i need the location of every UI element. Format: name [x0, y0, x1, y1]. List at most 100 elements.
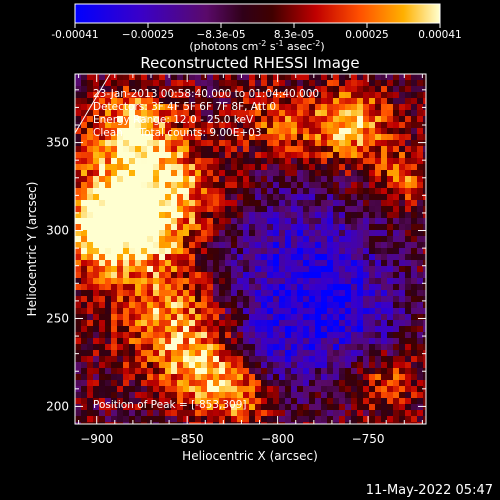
- heatmap-cell: [375, 128, 381, 134]
- heatmap-cell: [189, 230, 195, 236]
- heatmap-cell: [261, 212, 267, 218]
- heatmap-cell: [303, 122, 309, 128]
- heatmap-cell: [327, 332, 333, 338]
- heatmap-cell: [369, 146, 375, 152]
- heatmap-cell: [261, 266, 267, 272]
- heatmap-cell: [117, 176, 123, 182]
- heatmap-cell: [249, 374, 255, 380]
- heatmap-cell: [117, 314, 123, 320]
- heatmap-cell: [393, 224, 399, 230]
- heatmap-cell: [285, 224, 291, 230]
- heatmap-cell: [417, 392, 423, 398]
- heatmap-cell: [75, 134, 81, 140]
- heatmap-cell: [81, 338, 87, 344]
- heatmap-cell: [219, 374, 225, 380]
- heatmap-cell: [87, 110, 93, 116]
- heatmap-cell: [417, 380, 423, 386]
- heatmap-cell: [363, 86, 369, 92]
- heatmap-cell: [129, 284, 135, 290]
- heatmap-cell: [285, 218, 291, 224]
- heatmap-cell: [321, 374, 327, 380]
- heatmap-cell: [345, 92, 351, 98]
- heatmap-cell: [273, 98, 279, 104]
- heatmap-cell: [363, 290, 369, 296]
- heatmap-cell: [393, 380, 399, 386]
- heatmap-cell: [171, 344, 177, 350]
- heatmap-cell: [375, 140, 381, 146]
- heatmap-cell: [189, 356, 195, 362]
- heatmap-cell: [243, 152, 249, 158]
- heatmap-cell: [135, 128, 141, 134]
- heatmap-cell: [291, 314, 297, 320]
- heatmap-cell: [423, 176, 426, 182]
- heatmap-cell: [411, 86, 417, 92]
- heatmap-cell: [213, 128, 219, 134]
- heatmap-cell: [381, 320, 387, 326]
- heatmap-cell: [381, 326, 387, 332]
- heatmap-cell: [327, 188, 333, 194]
- heatmap-cell: [99, 170, 105, 176]
- heatmap-cell: [99, 242, 105, 248]
- heatmap-cell: [249, 260, 255, 266]
- heatmap-cell: [279, 248, 285, 254]
- heatmap-cell: [291, 362, 297, 368]
- heatmap-cell: [375, 332, 381, 338]
- heatmap-cell: [351, 74, 357, 80]
- heatmap-cell: [165, 86, 171, 92]
- heatmap-cell: [315, 218, 321, 224]
- heatmap-cell: [249, 266, 255, 272]
- heatmap-cell: [285, 134, 291, 140]
- heatmap-cell: [135, 350, 141, 356]
- heatmap-cell: [165, 398, 171, 404]
- heatmap-cell: [213, 422, 219, 424]
- heatmap-cell: [291, 92, 297, 98]
- heatmap-cell: [123, 86, 129, 92]
- heatmap-cell: [345, 212, 351, 218]
- heatmap-cell: [381, 314, 387, 320]
- heatmap-cell: [159, 236, 165, 242]
- heatmap-cell: [189, 80, 195, 86]
- heatmap-cell: [135, 74, 141, 80]
- heatmap-cell: [195, 86, 201, 92]
- heatmap-cell: [99, 416, 105, 422]
- heatmap-cell: [255, 248, 261, 254]
- heatmap-cell: [231, 86, 237, 92]
- heatmap-cell: [327, 356, 333, 362]
- heatmap-cell: [183, 374, 189, 380]
- heatmap-cell: [369, 398, 375, 404]
- heatmap-cell: [225, 272, 231, 278]
- heatmap-cell: [81, 194, 87, 200]
- heatmap-cell: [297, 284, 303, 290]
- heatmap-cell: [171, 290, 177, 296]
- heatmap-cell: [249, 296, 255, 302]
- heatmap-cell: [123, 104, 129, 110]
- heatmap-cell: [159, 344, 165, 350]
- heatmap-cell: [273, 386, 279, 392]
- heatmap-cell: [243, 122, 249, 128]
- heatmap-cell: [201, 356, 207, 362]
- heatmap-cell: [249, 344, 255, 350]
- heatmap-cell: [339, 284, 345, 290]
- heatmap-cell: [273, 134, 279, 140]
- heatmap-cell: [273, 116, 279, 122]
- heatmap-cell: [201, 128, 207, 134]
- heatmap-cell: [165, 368, 171, 374]
- heatmap-cell: [363, 410, 369, 416]
- heatmap-cell: [177, 368, 183, 374]
- heatmap-cell: [207, 308, 213, 314]
- heatmap-cell: [321, 254, 327, 260]
- heatmap-cell: [339, 254, 345, 260]
- heatmap-cell: [189, 344, 195, 350]
- heatmap-cell: [369, 158, 375, 164]
- heatmap-cell: [285, 170, 291, 176]
- heatmap-cell: [141, 284, 147, 290]
- heatmap-cell: [261, 74, 267, 80]
- heatmap-cell: [357, 380, 363, 386]
- heatmap-cell: [339, 362, 345, 368]
- heatmap-cell: [297, 410, 303, 416]
- heatmap-cell: [177, 314, 183, 320]
- heatmap-cell: [117, 332, 123, 338]
- heatmap-cell: [231, 380, 237, 386]
- heatmap-cell: [321, 314, 327, 320]
- heatmap-cell: [183, 416, 189, 422]
